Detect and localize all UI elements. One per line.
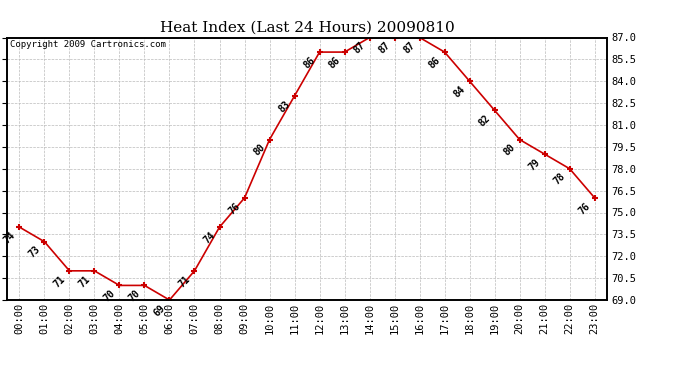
Text: 79: 79 [526, 157, 542, 172]
Text: 71: 71 [177, 274, 192, 289]
Text: 71: 71 [51, 274, 67, 289]
Text: 74: 74 [1, 230, 17, 245]
Text: 87: 87 [377, 40, 392, 56]
Text: 86: 86 [426, 55, 442, 70]
Text: 74: 74 [201, 230, 217, 245]
Text: 82: 82 [477, 113, 492, 129]
Text: 73: 73 [26, 244, 41, 260]
Text: 86: 86 [302, 55, 317, 70]
Text: 70: 70 [101, 288, 117, 304]
Text: 83: 83 [277, 99, 292, 114]
Text: 70: 70 [126, 288, 141, 304]
Text: 78: 78 [551, 171, 567, 187]
Text: 86: 86 [326, 55, 342, 70]
Title: Heat Index (Last 24 Hours) 20090810: Heat Index (Last 24 Hours) 20090810 [159, 21, 455, 35]
Text: 80: 80 [251, 142, 267, 158]
Text: 87: 87 [402, 40, 417, 56]
Text: 76: 76 [577, 201, 592, 216]
Text: 80: 80 [502, 142, 517, 158]
Text: 71: 71 [77, 274, 92, 289]
Text: 87: 87 [351, 40, 367, 56]
Text: 69: 69 [151, 303, 167, 318]
Text: Copyright 2009 Cartronics.com: Copyright 2009 Cartronics.com [10, 40, 166, 49]
Text: 84: 84 [451, 84, 467, 99]
Text: 76: 76 [226, 201, 242, 216]
